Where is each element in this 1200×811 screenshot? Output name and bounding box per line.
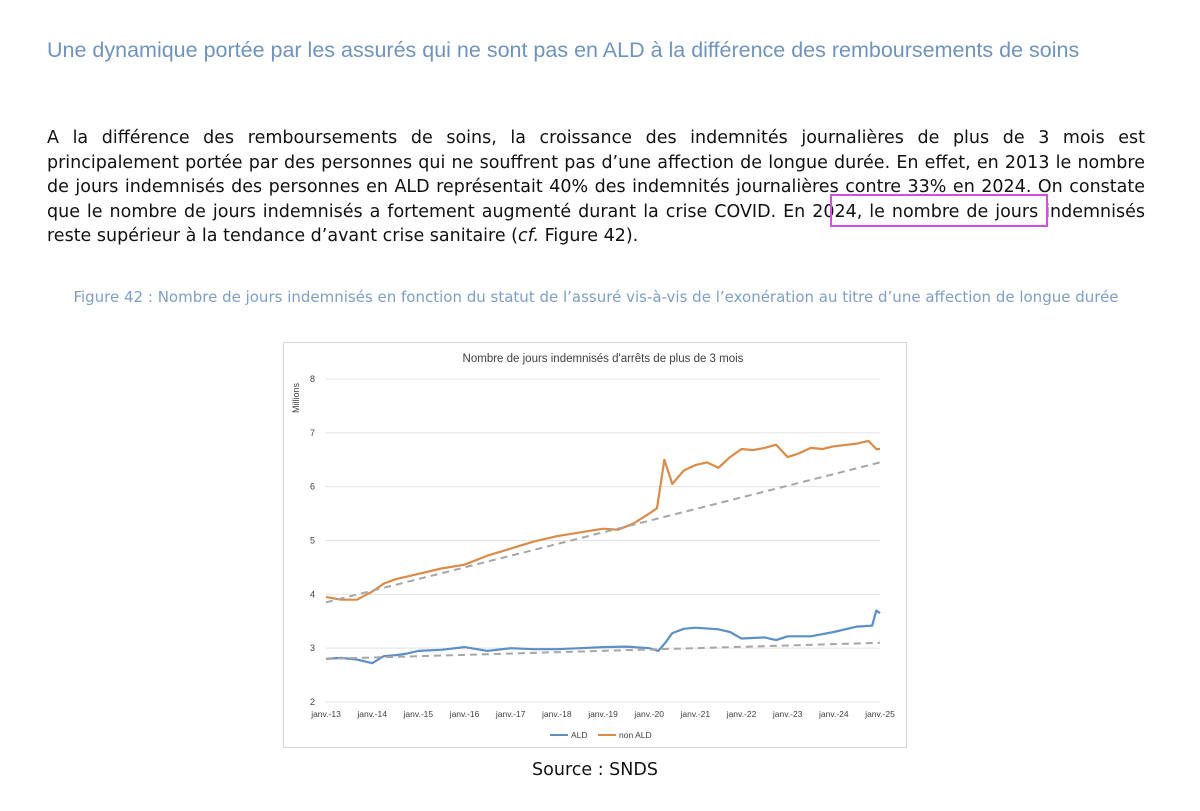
section-title: Une dynamique portée par les assurés qui…	[47, 38, 1080, 62]
legend-label: non ALD	[619, 730, 652, 740]
y-tick-label: 7	[310, 428, 315, 438]
y-tick-label: 2	[310, 697, 315, 707]
y-axis-label: Millions	[291, 383, 301, 414]
y-tick-label: 4	[310, 589, 315, 599]
x-tick-label: janv.-22	[726, 709, 757, 719]
y-tick-label: 6	[310, 482, 315, 492]
x-tick-label: janv.-16	[449, 709, 480, 719]
paragraph-cf: cf.	[518, 226, 540, 246]
paragraph-text-before: A la différence des remboursements de so…	[47, 128, 1145, 222]
figure-caption-label: Figure 42 :	[73, 288, 153, 306]
chart-frame: Nombre de jours indemnisés d'arrêts de p…	[283, 342, 907, 748]
x-tick-label: janv.-19	[587, 709, 618, 719]
legend-label: ALD	[571, 730, 588, 740]
y-tick-label: 5	[310, 536, 315, 546]
series-line-ald-tendance	[325, 641, 881, 660]
paragraph-text-after: . En 2024, le nombre de jours indemnisés…	[47, 201, 1145, 247]
paragraph-text-end: Figure 42).	[539, 226, 639, 246]
x-tick-label: janv.-24	[818, 709, 849, 719]
figure-caption-text: Nombre de jours indemnisés en fonction d…	[157, 288, 1119, 306]
series-line-non-ald-tendance	[325, 461, 881, 604]
y-tick-label: 8	[310, 374, 315, 384]
y-tick-label: 3	[310, 643, 315, 653]
x-tick-label: janv.-18	[541, 709, 572, 719]
x-tick-label: janv.-25	[864, 709, 895, 719]
figure-caption: Figure 42 : Nombre de jours indemnisés e…	[47, 285, 1145, 310]
series-line-non-ald	[325, 439, 880, 601]
x-tick-label: janv.-14	[356, 709, 387, 719]
x-tick-label: janv.-21	[680, 709, 711, 719]
x-tick-label: janv.-15	[403, 709, 434, 719]
series-line-ald	[325, 609, 881, 665]
x-tick-label: janv.-17	[495, 709, 526, 719]
chart-title: Nombre de jours indemnisés d'arrêts de p…	[463, 353, 744, 365]
source-note: Source : SNDS	[532, 760, 658, 780]
x-tick-label: janv.-20	[633, 709, 664, 719]
x-tick-label: janv.-23	[772, 709, 803, 719]
x-tick-label: janv.-13	[310, 709, 341, 719]
paragraph-highlight: durant la crise COVID	[578, 201, 771, 222]
line-chart: Nombre de jours indemnisés d'arrêts de p…	[291, 353, 895, 740]
body-paragraph: A la différence des remboursements de so…	[47, 126, 1145, 249]
